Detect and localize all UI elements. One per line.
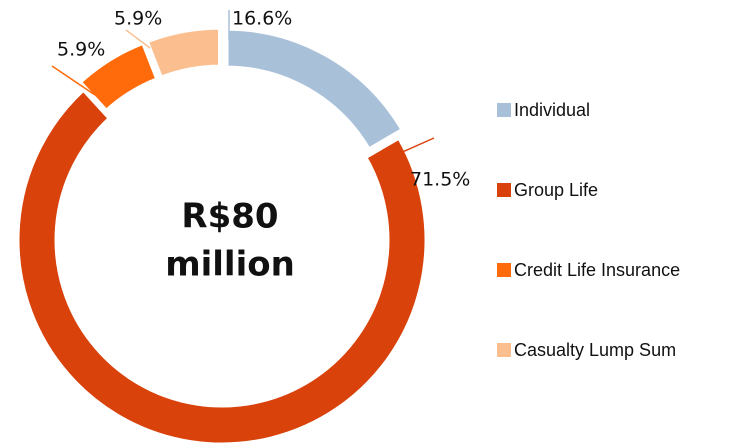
donut-segment xyxy=(14,85,430,448)
legend-swatch xyxy=(497,263,511,277)
legend-swatch xyxy=(497,343,511,357)
legend-label: Individual xyxy=(514,100,590,120)
legend-label: Credit Life Insurance xyxy=(514,260,680,280)
leader-line xyxy=(51,65,96,96)
legend-label: Group Life xyxy=(514,180,598,200)
data-label: 16.6% xyxy=(232,8,292,30)
donut-segment xyxy=(142,24,224,82)
data-label: 5.9% xyxy=(57,39,105,61)
legend-label: Casualty Lump Sum xyxy=(514,340,676,360)
data-label: 71.5% xyxy=(410,169,470,191)
leader-line xyxy=(379,137,435,163)
legend-swatch xyxy=(497,103,511,117)
donut-segment xyxy=(223,25,407,154)
legend-swatch xyxy=(497,183,511,197)
center-label: R$80 xyxy=(181,197,278,237)
center-label: million xyxy=(165,245,295,285)
donut-segment xyxy=(75,38,162,116)
data-label: 5.9% xyxy=(114,8,162,30)
leader-line xyxy=(125,29,151,49)
